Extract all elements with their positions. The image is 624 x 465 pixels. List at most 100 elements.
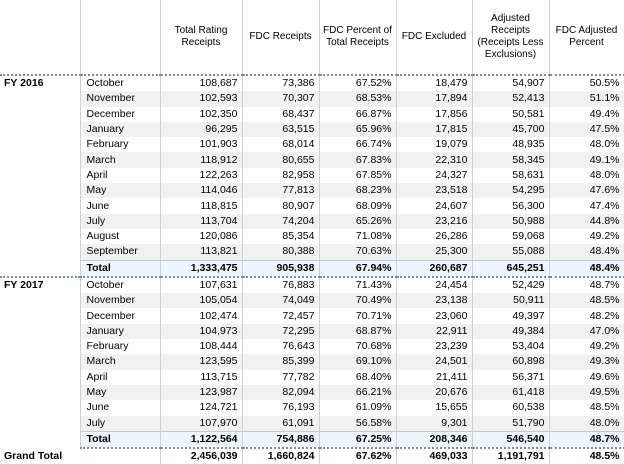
table-cell: 60,538 — [472, 400, 550, 416]
table-cell: 47.4% — [549, 198, 624, 214]
table-cell: 54,907 — [472, 73, 550, 92]
table-cell: 85,399 — [242, 354, 320, 370]
column-header: Total Rating Receipts — [160, 0, 243, 76]
total-row: Total 1,333,475 905,938 67.94% 260,687 645,25… — [0, 259, 624, 278]
table-cell: 68.09% — [319, 198, 397, 214]
table-cell: 113,821 — [160, 244, 243, 261]
table-cell: 47.0% — [549, 323, 624, 340]
table-cell: 52,413 — [472, 91, 550, 107]
column-header: FDC Receipts — [242, 0, 320, 76]
table-cell: 58,345 — [472, 152, 550, 168]
table-cell: 68.40% — [319, 369, 397, 385]
column-header: Adjusted Receipts (Receipts Less Exclusi… — [472, 0, 550, 76]
table-cell: 9,301 — [396, 415, 473, 432]
table-cell: 22,911 — [396, 323, 473, 340]
fiscal-year-label: FY 2016 — [0, 74, 81, 277]
table-cell: 65.96% — [319, 121, 397, 138]
table-cell: 17,894 — [396, 91, 473, 107]
total-label: Total — [80, 259, 161, 278]
table-row: July 113,704 74,204 65.26% 23,216 50,988 44.8% — [0, 213, 624, 229]
table-cell: 22,310 — [396, 152, 473, 168]
table-cell: 24,607 — [396, 198, 473, 214]
table-cell: 15,655 — [396, 400, 473, 416]
month-label: July — [80, 213, 161, 229]
table-cell: 23,060 — [396, 308, 473, 324]
table-cell: 56,300 — [472, 198, 550, 214]
table-cell: 76,883 — [242, 275, 320, 294]
table-cell: 120,086 — [160, 228, 243, 245]
table-row: March 123,595 85,399 69.10% 24,501 60,898 49.3… — [0, 354, 624, 370]
table-cell: 17,815 — [396, 121, 473, 138]
table-cell: 49,397 — [472, 308, 550, 324]
table-cell: 49.1% — [549, 152, 624, 168]
table-cell: 26,286 — [396, 228, 473, 245]
month-label: February — [80, 137, 161, 153]
month-label: June — [80, 400, 161, 416]
table-row: March 118,912 80,655 67.83% 22,310 58,345 49.1… — [0, 152, 624, 168]
table-cell: 68,437 — [242, 106, 320, 122]
table-cell: 122,263 — [160, 167, 243, 184]
table-cell: 68,014 — [242, 137, 320, 153]
table-cell: 56.58% — [319, 415, 397, 432]
total-cell: 48.7% — [549, 430, 624, 450]
table-cell: 113,715 — [160, 369, 243, 385]
month-label: November — [80, 91, 161, 107]
table-row: February 108,444 76,643 70.68% 23,239 53,404 4… — [0, 339, 624, 355]
header-blank-month — [80, 0, 161, 76]
table-cell: 24,454 — [396, 275, 473, 294]
table-body: FY 2016 October 108,687 73,386 67.52% 18,479 5… — [0, 73, 624, 465]
grand-total-cell: 67.62% — [319, 448, 397, 465]
table-cell: 50,911 — [472, 293, 550, 309]
month-label: February — [80, 339, 161, 355]
month-label: January — [80, 323, 161, 340]
table-cell: 73,386 — [242, 73, 320, 92]
table-cell: 25,300 — [396, 244, 473, 261]
month-label: December — [80, 106, 161, 122]
table-cell: 102,350 — [160, 106, 243, 122]
table-cell: 60,898 — [472, 354, 550, 370]
table-row: May 123,987 82,094 66.21% 20,676 61,418 49.5% — [0, 384, 624, 401]
total-cell: 260,687 — [396, 259, 473, 278]
table-cell: 51.1% — [549, 91, 624, 107]
table-cell: 45,700 — [472, 121, 550, 138]
table-cell: 58,631 — [472, 167, 550, 184]
table-cell: 68.23% — [319, 183, 397, 199]
header-row: Total Rating Receipts FDC Receipts FDC P… — [0, 0, 624, 76]
month-label: October — [80, 275, 161, 294]
month-label: September — [80, 244, 161, 261]
month-label: June — [80, 198, 161, 214]
table-row: December 102,474 72,457 70.71% 23,060 49,397 4… — [0, 308, 624, 324]
table-cell: 82,958 — [242, 167, 320, 184]
table-row: June 124,721 76,193 61.09% 15,655 60,538 48.5% — [0, 400, 624, 416]
fiscal-year-label: FY 2017 — [0, 275, 81, 449]
grand-total-cell: 48.5% — [549, 448, 624, 465]
month-label: January — [80, 121, 161, 138]
month-label: April — [80, 369, 161, 385]
table-cell: 48.7% — [549, 275, 624, 294]
table-cell: 50,988 — [472, 213, 550, 229]
table-cell: 49.3% — [549, 354, 624, 370]
table-cell: 77,813 — [242, 183, 320, 199]
table-cell: 66.21% — [319, 384, 397, 401]
table-cell: 55,088 — [472, 244, 550, 261]
table-cell: 47.6% — [549, 183, 624, 199]
table-cell: 68.87% — [319, 323, 397, 340]
table-cell: 105,054 — [160, 293, 243, 309]
total-cell: 1,122,564 — [160, 430, 243, 450]
table-cell: 71.43% — [319, 275, 397, 294]
table-cell: 50.5% — [549, 73, 624, 92]
grand-total-label: Grand Total — [0, 448, 161, 465]
table-cell: 70.49% — [319, 293, 397, 309]
table-cell: 61.09% — [319, 400, 397, 416]
total-cell: 1,333,475 — [160, 259, 243, 278]
grand-total-cell: 469,033 — [396, 448, 473, 465]
table-row: November 102,593 70,307 68.53% 17,894 52,413 5… — [0, 91, 624, 107]
total-cell: 208,346 — [396, 430, 473, 450]
table-row: FY 2016 October 108,687 73,386 67.52% 18,479 5… — [0, 73, 624, 277]
month-label: October — [80, 73, 161, 92]
table-cell: 66.74% — [319, 137, 397, 153]
table-cell: 49.6% — [549, 369, 624, 385]
table-cell: 118,912 — [160, 152, 243, 168]
table-cell: 101,903 — [160, 137, 243, 153]
table-row: May 114,046 77,813 68.23% 23,518 54,295 47.6% — [0, 183, 624, 199]
